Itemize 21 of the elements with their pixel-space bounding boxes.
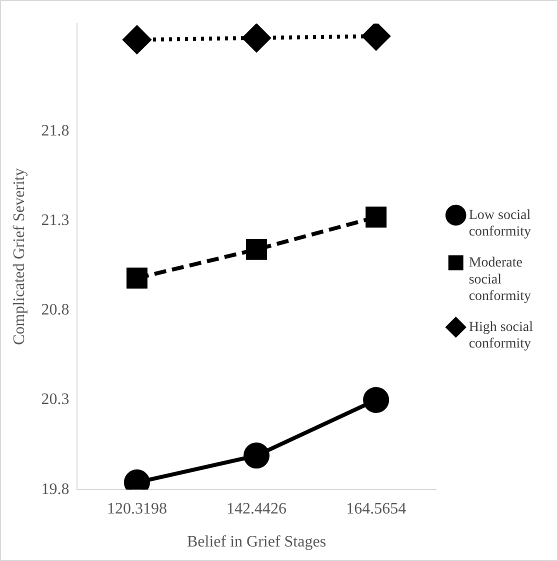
y-tick-label: 20.3	[41, 391, 70, 408]
point	[366, 206, 387, 228]
y-tick-label: 20.8	[41, 302, 70, 319]
point	[362, 24, 390, 50]
y-axis-title: Complicated Grief Severity	[10, 168, 28, 346]
point	[242, 24, 271, 52]
x-tick-label: 164.5654	[346, 500, 406, 518]
point	[122, 26, 151, 54]
point	[126, 268, 148, 289]
point	[244, 442, 270, 469]
x-axis-title: Belief in Grief Stages	[186, 534, 326, 551]
y-tick-label: 21.8	[41, 122, 70, 140]
y-tick-label: 19.8	[41, 480, 70, 498]
legend-label: High social conformity	[468, 320, 534, 352]
y-tick-label: 21.3	[41, 212, 70, 229]
point	[246, 238, 268, 260]
legend-label: Low social conformity	[468, 208, 532, 240]
legend-label: Moderate social conformity	[468, 255, 532, 304]
point	[363, 386, 390, 413]
x-tick-label: 120.3198	[106, 500, 167, 518]
x-tick-label: 142.4426	[226, 500, 287, 518]
